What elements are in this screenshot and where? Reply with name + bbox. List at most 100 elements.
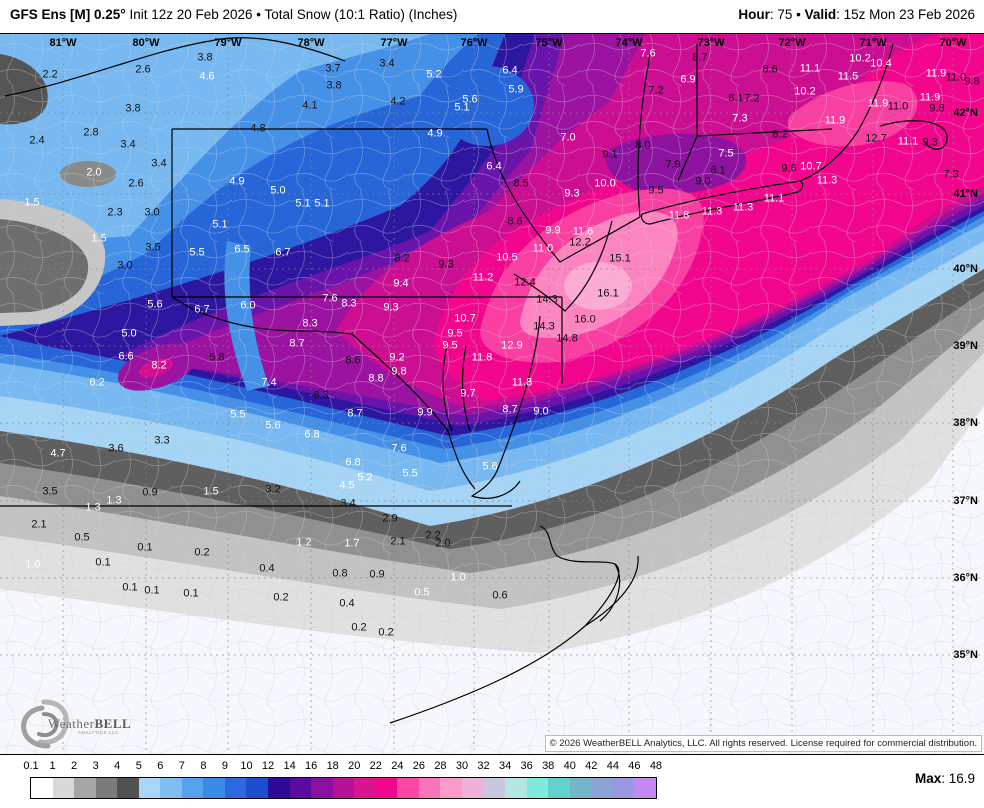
colorbar-cell [95, 778, 118, 798]
snow-amount-label: 9.8 [929, 102, 945, 115]
snow-amount-label: 4.9 [229, 175, 245, 188]
colorbar-tick: 38 [542, 760, 555, 772]
snow-amount-label: 11.5 [837, 70, 859, 83]
snow-amount-label: 6.9 [680, 73, 696, 86]
snow-amount-label: 1.3 [106, 494, 122, 507]
snow-amount-label: 0.2 [378, 626, 394, 639]
snow-amount-label: 9.7 [460, 387, 476, 400]
snow-amount-label: 10.0 [594, 177, 616, 190]
snow-amount-label: 14.8 [556, 332, 578, 345]
colorbar-cell [224, 778, 247, 798]
snow-amount-label: 5.0 [270, 184, 286, 197]
snow-amount-label: 0.5 [74, 531, 90, 544]
snow-amount-label: 11.1 [799, 62, 821, 75]
snow-amount-label: 3.2 [265, 483, 281, 496]
colorbar-cell [138, 778, 161, 798]
colorbar-cell [181, 778, 204, 798]
snow-amount-label: 14.3 [533, 320, 555, 333]
colorbar-tick: 12 [261, 760, 275, 772]
snow-amount-label: 0.8 [332, 567, 348, 580]
snow-amount-label: 8.1 [710, 164, 726, 177]
snow-amount-label: 8.7 [347, 407, 363, 420]
snow-amount-label: 5.6 [147, 298, 163, 311]
snow-amount-label: 3.0 [117, 259, 133, 272]
latitude-label: 41°N [953, 188, 978, 200]
snow-amount-label: 2.6 [128, 177, 144, 190]
snow-amount-label: 11.9 [925, 67, 947, 80]
snow-amount-label: 1.3 [85, 501, 101, 514]
snow-amount-label: 11.0 [532, 242, 554, 255]
snow-amount-label: 1.0 [25, 558, 41, 571]
colorbar-cell [526, 778, 549, 798]
colorbar-tick: 6 [157, 760, 164, 772]
snow-amount-label: 3.4 [379, 57, 395, 70]
snow-amount-label: 7.9 [665, 158, 681, 171]
snow-amount-label: 0.6 [492, 589, 508, 602]
snow-amount-label: 15.1 [609, 252, 631, 265]
longitude-label: 72°W [778, 37, 806, 49]
snow-amount-label: 2.3 [107, 206, 123, 219]
snow-amount-label: 5.9 [508, 83, 524, 96]
snow-amount-label: 8.8 [368, 372, 384, 385]
snow-amount-label: 7.6 [640, 47, 656, 60]
snow-amount-label: 10.7 [800, 160, 822, 173]
snow-amount-label: 11.0 [887, 100, 909, 113]
snow-amount-label: 12.9 [501, 339, 523, 352]
snow-amount-label: 5.1 [314, 197, 330, 210]
colorbar-tick: 1 [49, 760, 56, 772]
snow-amount-label: 16.1 [597, 287, 619, 300]
snow-amount-label: 0.4 [339, 597, 355, 610]
snow-amount-label: 5.5 [230, 408, 246, 421]
snow-amount-label: 5.1 [212, 218, 228, 231]
colorbar-tick: 18 [326, 760, 339, 772]
snow-amount-label: 0.1 [122, 581, 138, 594]
colorbar-tick: 22 [369, 760, 382, 772]
snow-amount-label: 3.4 [151, 157, 167, 170]
snow-amount-label: 10.5 [496, 251, 518, 264]
snow-amount-label: 7.3 [732, 112, 748, 125]
snow-amount-label: 5.0 [121, 327, 137, 340]
colorbar-tick: 2 [71, 760, 78, 772]
snow-amount-label: 11.8 [668, 209, 690, 222]
snow-amount-label: 3.7 [325, 62, 341, 75]
snow-amount-label: 0.1 [144, 584, 160, 597]
snow-amount-label: 8.3 [313, 389, 329, 402]
colorbar-cell [203, 778, 225, 798]
colorbar-tick: 48 [649, 760, 663, 772]
colorbar-tick: 5 [135, 760, 142, 772]
snow-amount-label: 0.2 [351, 621, 367, 634]
colorbar-cell [440, 778, 462, 798]
snow-amount-label: 4.8 [250, 122, 266, 135]
colorbar-tick: 44 [606, 760, 619, 772]
snow-amount-label: 12.7 [865, 132, 887, 145]
colorbar-cell [505, 778, 527, 798]
snow-amount-label: 6.8 [345, 456, 361, 469]
snow-amount-label: 6.6 [118, 350, 134, 363]
longitude-label: 75°W [535, 37, 563, 49]
snow-amount-label: 9.5 [447, 327, 463, 340]
colorbar-tick: 4 [114, 760, 121, 772]
colorbar-cell [634, 778, 656, 798]
snow-amount-label: 9.2 [389, 351, 405, 364]
snow-amount-label: 8.2 [151, 359, 167, 372]
snow-amount-label: 1.5 [24, 196, 40, 209]
colorbar-cell [569, 778, 592, 798]
snow-amount-label: 5.2 [357, 471, 373, 484]
model-name: GFS Ens [M] 0.25° [10, 7, 126, 22]
snow-amount-label: 0.2 [273, 591, 289, 604]
snow-amount-label: 9.8 [964, 75, 980, 88]
colorbar-tick: 7 [178, 760, 185, 772]
snow-amount-label: 0.9 [369, 568, 385, 581]
snow-amount-label: 11.3 [816, 174, 838, 187]
colorbar-cell [354, 778, 376, 798]
snow-amount-label: 7.3 [943, 168, 959, 181]
snow-amount-label: 6.8 [304, 428, 320, 441]
longitude-label: 73°W [697, 37, 725, 49]
snow-amount-label: 11.0 [945, 71, 967, 84]
snow-amount-label: 0.9 [142, 486, 158, 499]
snow-amount-label: 8.7 [289, 337, 305, 350]
snow-amount-label: 8.6 [345, 354, 361, 367]
snow-amount-label: 14.3 [536, 293, 558, 306]
colorbar-tick: 34 [498, 760, 512, 772]
